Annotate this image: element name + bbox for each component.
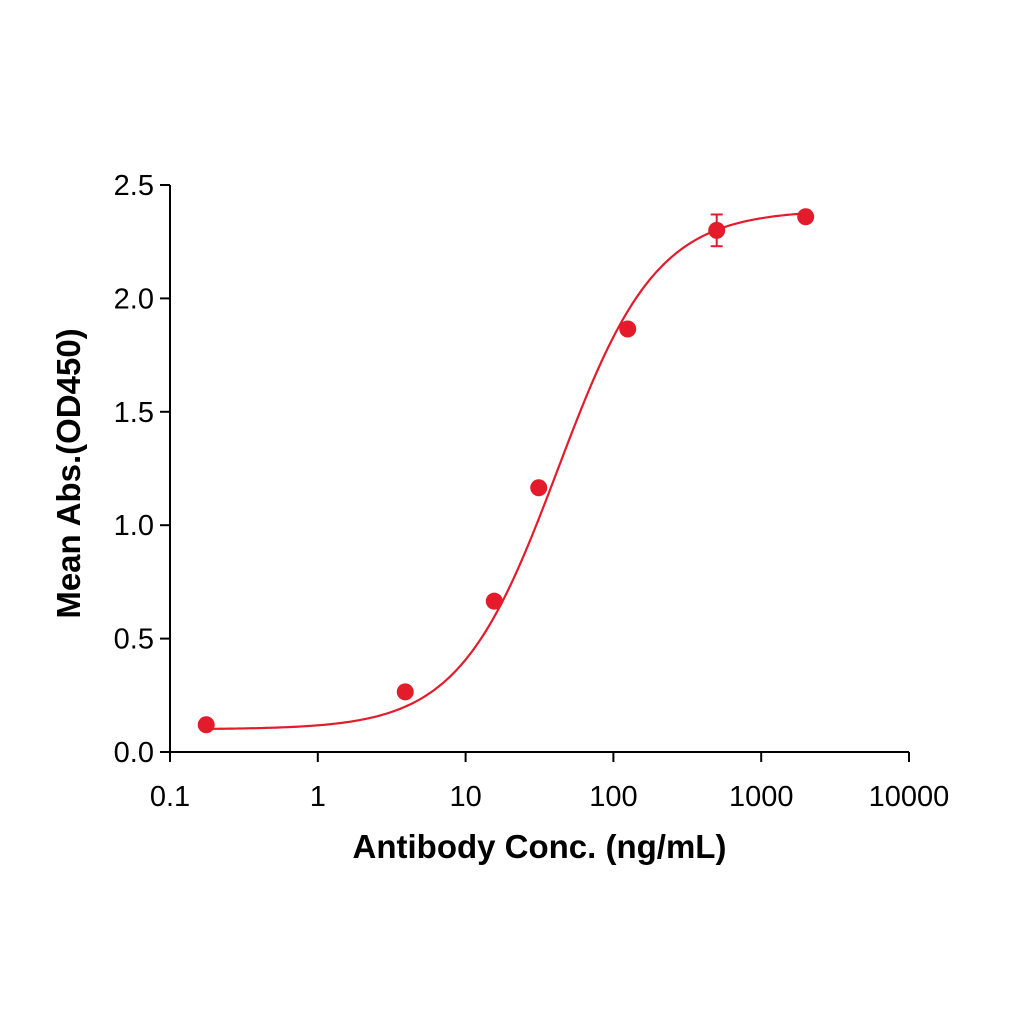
data-point (530, 479, 548, 497)
axes (169, 185, 909, 753)
data-point (197, 716, 215, 734)
data-points (197, 208, 815, 734)
data-point (797, 208, 815, 226)
data-point (396, 683, 414, 701)
data-point (485, 592, 503, 610)
x-axis-title: Antibody Conc. (ng/mL) (353, 828, 727, 865)
data-point (619, 320, 637, 338)
fit-curve (206, 212, 806, 730)
y-tick-label: 1.0 (114, 510, 154, 542)
x-tick-label: 0.1 (150, 781, 190, 813)
y-tick-label: 1.5 (114, 397, 154, 429)
x-tick-label: 10000 (869, 781, 950, 813)
y-axis-title: Mean Abs.(OD450) (50, 328, 87, 618)
x-tick-label: 100 (589, 781, 637, 813)
y-tick-label: 0.0 (114, 737, 154, 769)
x-tick-label: 1 (310, 781, 326, 813)
y-tick-label: 0.5 (114, 624, 154, 656)
y-tick-label: 2.5 (114, 170, 154, 202)
x-ticks: 0.1 1 10 100 1000 10000 (150, 752, 949, 813)
y-tick-label: 2.0 (114, 283, 154, 315)
data-point (708, 221, 726, 239)
x-tick-label: 10 (449, 781, 481, 813)
y-ticks: 0.0 0.5 1.0 1.5 2.0 2.5 (114, 170, 170, 769)
x-tick-label: 1000 (729, 781, 794, 813)
